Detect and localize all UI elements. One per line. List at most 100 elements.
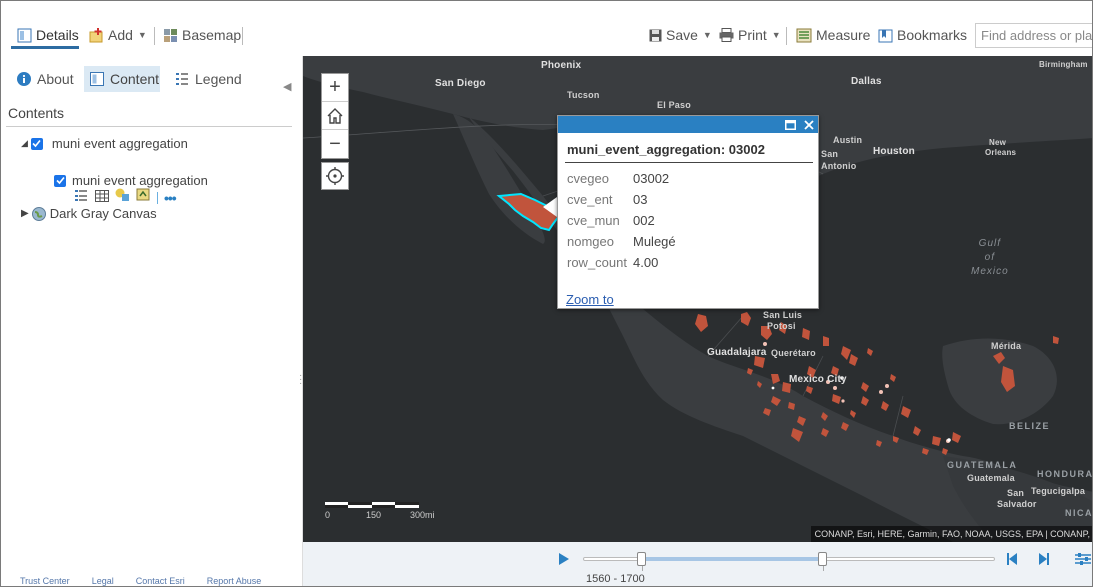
attribute-table-icon[interactable] xyxy=(95,189,109,207)
play-icon xyxy=(559,553,569,565)
highlighted-feature[interactable] xyxy=(496,192,561,232)
basemap-layer-label: Dark Gray Canvas xyxy=(49,206,157,221)
zoom-out-button[interactable]: − xyxy=(329,132,341,155)
print-label: Print xyxy=(738,27,767,43)
popup-title: muni_event_aggregation: 03002 xyxy=(567,142,765,157)
previous-button[interactable] xyxy=(1006,552,1020,571)
time-settings-button[interactable] xyxy=(1075,552,1091,571)
country-label: HONDURAS xyxy=(1037,469,1093,479)
more-options-icon[interactable]: ••• xyxy=(164,189,177,206)
attribute-value: 002 xyxy=(633,213,655,228)
attribute-row: row_count 4.00 xyxy=(567,255,658,270)
tab-legend[interactable]: Legend xyxy=(169,66,248,92)
previous-icon xyxy=(1007,553,1017,565)
measure-button[interactable]: Measure xyxy=(796,15,870,55)
tab-about-label: About xyxy=(37,71,74,87)
info-icon xyxy=(17,72,31,86)
feature-popup: muni_event_aggregation: 03002 cvegeo 030… xyxy=(557,115,819,309)
change-style-icon[interactable] xyxy=(115,188,130,207)
sublayer-row[interactable]: muni event aggregation xyxy=(54,173,208,188)
close-icon[interactable] xyxy=(804,119,814,130)
country-label: NICA xyxy=(1065,508,1093,518)
time-end-handle[interactable] xyxy=(817,552,827,566)
city-label: Guatemala xyxy=(967,473,1015,483)
water-label-line: of xyxy=(984,252,996,263)
zoom-controls: + − xyxy=(321,73,349,159)
slider-tick xyxy=(823,565,824,571)
details-button[interactable]: Details xyxy=(17,15,79,55)
divider xyxy=(242,27,243,45)
layer-checkbox[interactable] xyxy=(30,137,43,150)
city-label: Orleans xyxy=(985,148,1017,157)
popup-header xyxy=(558,116,818,133)
tab-about[interactable]: About xyxy=(11,66,80,92)
city-label: Tucson xyxy=(567,90,600,100)
next-button[interactable] xyxy=(1036,552,1050,571)
city-label: San Diego xyxy=(435,78,486,89)
scale-bar xyxy=(325,502,419,508)
bookmarks-icon xyxy=(878,28,893,43)
panel-divider xyxy=(302,56,303,586)
details-list-icon[interactable] xyxy=(75,189,89,207)
home-button[interactable] xyxy=(322,102,348,130)
city-label: Potosi xyxy=(767,321,796,331)
attribute-key: cve_ent xyxy=(567,192,613,207)
toolbar: Details Add ▼ Basemap Save ▼ xyxy=(1,15,1092,55)
footer-link[interactable]: Legal xyxy=(91,576,114,586)
slider-tick xyxy=(642,565,643,571)
print-button[interactable]: Print ▼ xyxy=(719,15,781,55)
time-slider-track[interactable] xyxy=(583,552,995,571)
bookmarks-button[interactable]: Bookmarks xyxy=(878,15,967,55)
basemap-layer-row[interactable]: ▶ Dark Gray Canvas xyxy=(21,206,157,221)
add-button[interactable]: Add ▼ xyxy=(89,15,147,55)
save-button[interactable]: Save ▼ xyxy=(649,15,712,55)
time-range-label: 1560 - 1700 xyxy=(586,573,645,585)
panel-tabs: About Content Legend ◀ xyxy=(1,66,301,93)
city-label: Phoenix xyxy=(541,60,582,71)
sublayer-checkbox[interactable] xyxy=(54,174,66,187)
city-label: Austin xyxy=(833,135,863,145)
content-icon xyxy=(90,72,104,86)
search-input[interactable]: Find address or plac xyxy=(975,23,1092,48)
country-label: BELIZE xyxy=(1009,421,1051,431)
expanded-triangle-icon[interactable]: ◢ xyxy=(21,138,28,148)
details-icon xyxy=(17,28,32,43)
footer-link[interactable]: Contact Esri xyxy=(135,576,185,586)
basemap-button[interactable]: Basemap xyxy=(163,15,241,55)
footer-link[interactable]: Trust Center xyxy=(20,576,70,586)
chevron-down-icon: ▼ xyxy=(702,30,712,40)
zoom-to-link[interactable]: Zoom to xyxy=(566,292,614,307)
footer-links: Trust Center Legal Contact Esri Report A… xyxy=(20,576,261,586)
play-button[interactable] xyxy=(558,552,570,571)
attribute-value: Mulegé xyxy=(633,234,676,249)
basemap-icon xyxy=(163,28,178,43)
layer-group-row[interactable]: ◢ muni event aggregation xyxy=(21,136,188,151)
zoom-in-button[interactable]: + xyxy=(322,74,348,102)
municipality-features xyxy=(695,312,1059,455)
add-label: Add xyxy=(108,27,133,43)
tab-content[interactable]: Content xyxy=(84,66,160,92)
locate-button[interactable] xyxy=(321,162,349,190)
tab-legend-label: Legend xyxy=(195,71,242,87)
city-label: Guadalajara xyxy=(707,347,767,358)
attribution[interactable]: CONANP, Esri, HERE, Garmin, FAO, NOAA, U… xyxy=(810,526,1092,542)
layer-tools: ••• xyxy=(75,188,177,207)
attribute-value: 03 xyxy=(633,192,648,207)
city-label: New xyxy=(989,138,1007,147)
collapsed-triangle-icon[interactable]: ▶ xyxy=(21,208,29,219)
basemap-label: Basemap xyxy=(182,27,242,43)
time-slider: 1560 - 1700 xyxy=(303,542,1092,586)
panel-resize-handle[interactable]: · · · xyxy=(299,370,303,389)
footer-link[interactable]: Report Abuse xyxy=(206,576,262,586)
attribute-row: cvegeo 03002 xyxy=(567,171,669,186)
tab-content-label: Content xyxy=(110,71,160,87)
collapse-panel-icon[interactable]: ◀ xyxy=(283,81,292,93)
time-start-handle[interactable] xyxy=(636,552,646,566)
divider xyxy=(154,27,155,45)
analysis-icon[interactable] xyxy=(136,188,151,207)
maximize-icon[interactable] xyxy=(785,119,796,130)
details-label: Details xyxy=(36,27,79,43)
crosshair-icon xyxy=(326,167,344,185)
attribute-key: cve_mun xyxy=(567,213,620,228)
